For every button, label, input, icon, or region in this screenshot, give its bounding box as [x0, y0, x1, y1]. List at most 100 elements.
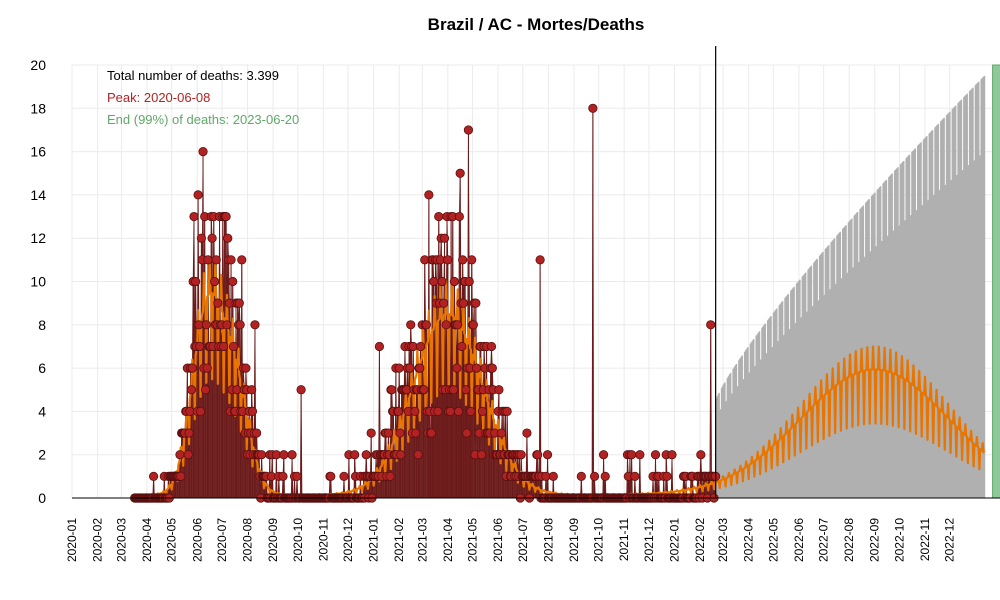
forecast-bar [964, 95, 967, 499]
x-tick-label: 2021-10 [592, 518, 606, 562]
forecast-bar [945, 184, 947, 498]
observed-point [326, 471, 336, 481]
forecast-bar [820, 253, 823, 498]
x-tick-label: 2020-03 [114, 518, 128, 562]
forecast-bar [983, 75, 986, 498]
forecast-bar [907, 155, 910, 498]
forecast-bar [809, 266, 812, 498]
observed-point [228, 341, 239, 352]
observed-point [234, 298, 244, 308]
observed-point [462, 428, 472, 438]
observed-point [195, 406, 206, 416]
forecast-bar [785, 296, 787, 498]
forecast-bar [963, 97, 965, 498]
forecast-bar [715, 398, 718, 498]
forecast-bar [801, 276, 804, 498]
y-tick-label: 20 [30, 57, 46, 73]
observed-point [449, 276, 460, 287]
forecast-bar [727, 376, 729, 498]
observed-point [502, 406, 512, 416]
forecast-bar [973, 160, 975, 498]
forecast-bar [760, 359, 762, 498]
forecast-bar [759, 360, 762, 498]
y-tick-label: 14 [30, 187, 46, 203]
forecast-bar [785, 295, 788, 498]
forecast-bar [955, 175, 958, 498]
forecast-bar [784, 298, 786, 498]
x-tick-label: 2022-08 [842, 518, 856, 562]
observed-point [445, 406, 455, 416]
forecast-bar [862, 205, 865, 498]
forecast-bar [764, 323, 767, 498]
x-tick-label: 2020-11 [316, 518, 330, 561]
forecast-bar [748, 373, 750, 498]
observed-point [487, 363, 497, 373]
forecast-bar [917, 144, 920, 498]
forecast-bar [920, 142, 922, 498]
forecast-bar [971, 88, 973, 498]
forecast-bar [718, 392, 720, 498]
forecast-bar [776, 308, 778, 498]
observed-point [429, 276, 439, 287]
forecast-bar [771, 346, 774, 498]
observed-point [202, 363, 212, 373]
observed-points [130, 103, 721, 503]
forecast-bar [935, 126, 937, 498]
forecast-bar [752, 339, 755, 498]
x-tick-label: 2022-03 [716, 518, 730, 562]
forecast-bar [957, 103, 959, 498]
observed-point [241, 363, 251, 373]
forecast-bar [935, 125, 938, 498]
forecast-bar [765, 354, 767, 498]
forecast-bar [824, 249, 827, 498]
forecast-bar [720, 388, 723, 498]
forecast-bar [914, 148, 917, 498]
observed-point [222, 320, 232, 330]
forecast-bar [960, 99, 963, 498]
observed-point [250, 320, 260, 330]
forecast-bar [954, 105, 957, 498]
forecast-bar [977, 81, 980, 498]
observed-point [455, 168, 465, 178]
forecast-bar [895, 168, 898, 498]
forecast-bar [754, 365, 757, 498]
observed-point [415, 363, 425, 373]
observed-point [494, 385, 504, 395]
observed-point [247, 406, 258, 416]
forecast-bar [733, 367, 735, 498]
forecast-bar [884, 181, 886, 498]
y-tick-label: 2 [38, 447, 46, 463]
forecast-bar [720, 409, 722, 498]
observed-point [385, 471, 395, 481]
observed-point [598, 450, 609, 460]
forecast-bar [902, 160, 905, 498]
observed-point [522, 428, 532, 438]
observed-point [292, 471, 302, 481]
forecast-bar [923, 138, 926, 499]
observed-point [443, 255, 453, 265]
forecast-bar [750, 342, 753, 498]
observed-point [461, 385, 471, 395]
forecast-bar [739, 357, 742, 498]
forecast-bar [811, 306, 813, 498]
observed-point [219, 341, 229, 352]
forecast-bar [930, 130, 933, 499]
annotation-peak: Peak: 2020-06-08 [107, 90, 210, 105]
observed-point [467, 255, 477, 265]
observed-point [374, 341, 385, 352]
observed-point [184, 428, 194, 438]
observed-point [411, 428, 421, 438]
observed-point [588, 103, 598, 113]
forecast-bar [847, 222, 850, 498]
forecast-bar [967, 165, 969, 498]
forecast-bar [752, 340, 754, 498]
forecast-bar [738, 360, 740, 498]
observed-point [426, 428, 436, 438]
forecast-bar [876, 189, 879, 498]
observed-point [296, 385, 306, 395]
forecast-bar [746, 348, 748, 498]
observed-point [453, 320, 463, 330]
observed-point [627, 450, 637, 460]
x-tick-label: 2022-04 [742, 518, 756, 562]
